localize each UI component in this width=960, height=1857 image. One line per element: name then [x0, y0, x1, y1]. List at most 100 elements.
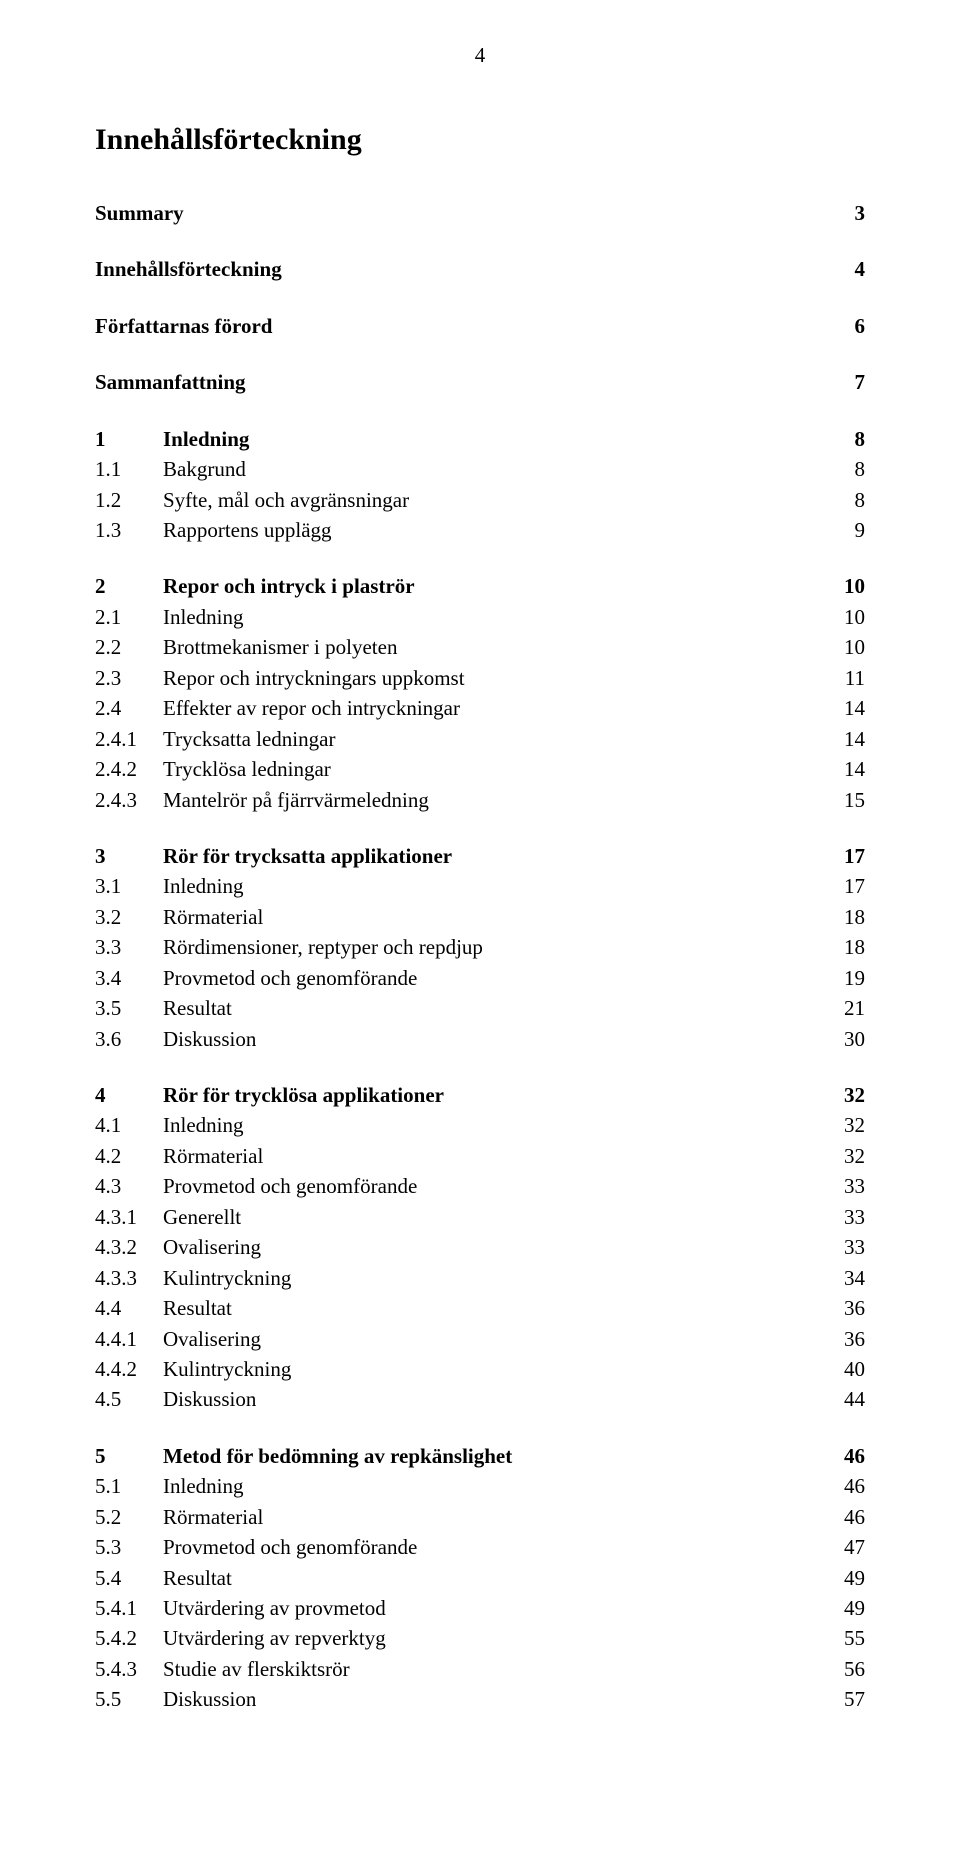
toc-entry-number: 3.3: [95, 932, 163, 962]
toc-entry-number: 3.2: [95, 902, 163, 932]
toc-row: 2Repor och intryck i plaströr10: [95, 571, 865, 601]
toc-row: 5.3Provmetod och genomförande47: [95, 1532, 865, 1562]
toc-entry-number: 1.2: [95, 485, 163, 515]
toc-entry-label: Inledning: [163, 871, 825, 901]
toc-entry-number: 3.4: [95, 963, 163, 993]
toc-container: Summary3 Innehållsförteckning4 Författarna…: [95, 198, 865, 1715]
toc-entry-number: 2: [95, 571, 163, 601]
toc-entry-label: Resultat: [163, 1293, 825, 1323]
page: 4 Innehållsförteckning Summary3 Innehålls…: [0, 0, 960, 1801]
toc-row: 2.4.1Trycksatta ledningar14: [95, 724, 865, 754]
toc-row: 4.3.2Ovalisering33: [95, 1232, 865, 1262]
toc-row: 2.4.2Trycklösa ledningar14: [95, 754, 865, 784]
toc-entry-label: Rördimensioner, reptyper och repdjup: [163, 932, 825, 962]
toc-row: 3.5Resultat21: [95, 993, 865, 1023]
toc-entry-label: Repor och intryck i plaströr: [163, 571, 825, 601]
toc-entry-number: 5.4.1: [95, 1593, 163, 1623]
toc-group: Innehållsförteckning4: [95, 254, 865, 284]
toc-entry-number: 1.1: [95, 454, 163, 484]
toc-entry-page: 55: [825, 1623, 865, 1653]
toc-row: Summary3: [95, 198, 865, 228]
toc-entry-number: 3.5: [95, 993, 163, 1023]
toc-row: 3.4Provmetod och genomförande19: [95, 963, 865, 993]
toc-entry-label: Metod för bedömning av repkänslighet: [163, 1441, 825, 1471]
toc-entry-number: 1.3: [95, 515, 163, 545]
toc-entry-page: 40: [825, 1354, 865, 1384]
toc-row: 3.3Rördimensioner, reptyper och repdjup1…: [95, 932, 865, 962]
toc-entry-page: 8: [825, 454, 865, 484]
toc-row: 4.4Resultat36: [95, 1293, 865, 1323]
toc-entry-page: 21: [825, 993, 865, 1023]
toc-entry-number: 5.4: [95, 1563, 163, 1593]
toc-row: 5.4.2Utvärdering av repverktyg55: [95, 1623, 865, 1653]
toc-entry-page: 36: [825, 1324, 865, 1354]
toc-group: 4Rör för trycklösa applikationer324.1Inl…: [95, 1080, 865, 1415]
page-number-top: 4: [95, 40, 865, 70]
toc-row: 4.5Diskussion44: [95, 1384, 865, 1414]
toc-row: 1.1Bakgrund8: [95, 454, 865, 484]
toc-row: 2.2Brottmekanismer i polyeten10: [95, 632, 865, 662]
toc-entry-number: 5.4.3: [95, 1654, 163, 1684]
toc-row: Författarnas förord6: [95, 311, 865, 341]
doc-title: Innehållsförteckning: [95, 118, 865, 162]
toc-entry-number: 5.1: [95, 1471, 163, 1501]
toc-entry-page: 17: [825, 841, 865, 871]
toc-entry-page: 33: [825, 1202, 865, 1232]
toc-entry-number: 2.4.3: [95, 785, 163, 815]
toc-entry-page: 6: [825, 311, 865, 341]
toc-entry-page: 9: [825, 515, 865, 545]
toc-entry-number: 3.1: [95, 871, 163, 901]
toc-row: 2.4.3Mantelrör på fjärrvärmeledning15: [95, 785, 865, 815]
toc-entry-page: 33: [825, 1171, 865, 1201]
toc-entry-page: 14: [825, 693, 865, 723]
toc-entry-label: Resultat: [163, 993, 825, 1023]
toc-entry-label: Diskussion: [163, 1024, 825, 1054]
toc-row: 1Inledning8: [95, 424, 865, 454]
toc-entry-label: Effekter av repor och intryckningar: [163, 693, 825, 723]
toc-row: 5.1Inledning46: [95, 1471, 865, 1501]
toc-row: 2.1Inledning10: [95, 602, 865, 632]
toc-row: 1.2Syfte, mål och avgränsningar8: [95, 485, 865, 515]
toc-entry-label: Provmetod och genomförande: [163, 1171, 825, 1201]
toc-entry-label: Syfte, mål och avgränsningar: [163, 485, 825, 515]
toc-entry-number: 4.3.2: [95, 1232, 163, 1262]
toc-group: Författarnas förord6: [95, 311, 865, 341]
toc-row: 4.3.3Kulintryckning34: [95, 1263, 865, 1293]
toc-entry-number: 4.2: [95, 1141, 163, 1171]
toc-entry-page: 11: [825, 663, 865, 693]
toc-entry-page: 10: [825, 632, 865, 662]
toc-row: 3.6Diskussion30: [95, 1024, 865, 1054]
toc-entry-label: Diskussion: [163, 1384, 825, 1414]
toc-entry-label: Trycksatta ledningar: [163, 724, 825, 754]
toc-entry-page: 8: [825, 485, 865, 515]
toc-entry-page: 46: [825, 1502, 865, 1532]
toc-row: 5Metod för bedömning av repkänslighet46: [95, 1441, 865, 1471]
toc-entry-page: 32: [825, 1110, 865, 1140]
toc-entry-page: 10: [825, 571, 865, 601]
toc-entry-number: 4.3: [95, 1171, 163, 1201]
toc-entry-number: 4.4.2: [95, 1354, 163, 1384]
toc-entry-number: 4.3.3: [95, 1263, 163, 1293]
toc-row: 5.4.3Studie av flerskiktsrör56: [95, 1654, 865, 1684]
toc-entry-number: 4: [95, 1080, 163, 1110]
toc-entry-number: 5.3: [95, 1532, 163, 1562]
toc-entry-label: Kulintryckning: [163, 1263, 825, 1293]
toc-entry-page: 36: [825, 1293, 865, 1323]
toc-entry-label: Studie av flerskiktsrör: [163, 1654, 825, 1684]
toc-entry-number: 2.3: [95, 663, 163, 693]
toc-row: 5.5Diskussion57: [95, 1684, 865, 1714]
toc-entry-number: 3.6: [95, 1024, 163, 1054]
toc-entry-label: Provmetod och genomförande: [163, 1532, 825, 1562]
toc-row: 4.2Rörmaterial32: [95, 1141, 865, 1171]
toc-entry-number: 5.2: [95, 1502, 163, 1532]
toc-row: 2.4Effekter av repor och intryckningar14: [95, 693, 865, 723]
toc-entry-page: 49: [825, 1563, 865, 1593]
toc-entry-page: 34: [825, 1263, 865, 1293]
toc-entry-page: 18: [825, 932, 865, 962]
toc-entry-label: Inledning: [163, 1110, 825, 1140]
toc-entry-number: 2.4.2: [95, 754, 163, 784]
toc-entry-number: 4.4: [95, 1293, 163, 1323]
toc-entry-label: Repor och intryckningars uppkomst: [163, 663, 825, 693]
toc-entry-label: Rörmaterial: [163, 1141, 825, 1171]
toc-row: 4.1Inledning32: [95, 1110, 865, 1140]
